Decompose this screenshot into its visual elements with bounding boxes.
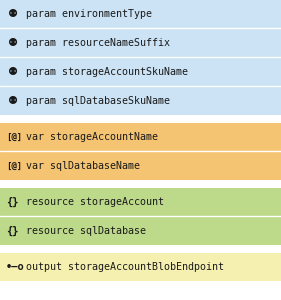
Text: resource sqlDatabase: resource sqlDatabase (26, 226, 146, 236)
Text: param storageAccountSkuName: param storageAccountSkuName (26, 67, 188, 77)
Text: param sqlDatabaseSkuName: param sqlDatabaseSkuName (26, 96, 170, 106)
FancyBboxPatch shape (0, 29, 281, 57)
FancyBboxPatch shape (0, 188, 281, 216)
FancyBboxPatch shape (0, 152, 281, 180)
Text: {}: {} (6, 197, 19, 207)
FancyBboxPatch shape (0, 87, 281, 115)
Text: param resourceNameSuffix: param resourceNameSuffix (26, 38, 170, 48)
FancyBboxPatch shape (0, 217, 281, 245)
Text: var sqlDatabaseName: var sqlDatabaseName (26, 161, 140, 171)
Text: ⚉: ⚉ (7, 67, 17, 77)
FancyBboxPatch shape (0, 123, 281, 151)
FancyBboxPatch shape (0, 0, 281, 28)
Text: ⚉: ⚉ (7, 9, 17, 19)
Text: param environmentType: param environmentType (26, 9, 152, 19)
FancyBboxPatch shape (0, 58, 281, 86)
Text: ⚉: ⚉ (7, 38, 17, 48)
Text: [@]: [@] (6, 133, 22, 142)
Text: {}: {} (6, 226, 19, 236)
FancyBboxPatch shape (0, 253, 281, 281)
Text: output storageAccountBlobEndpoint: output storageAccountBlobEndpoint (26, 262, 224, 272)
Text: resource storageAccount: resource storageAccount (26, 197, 164, 207)
Text: ⚉: ⚉ (7, 96, 17, 106)
Text: var storageAccountName: var storageAccountName (26, 132, 158, 142)
Text: [@]: [@] (6, 161, 22, 170)
Text: •–o: •–o (6, 262, 25, 272)
